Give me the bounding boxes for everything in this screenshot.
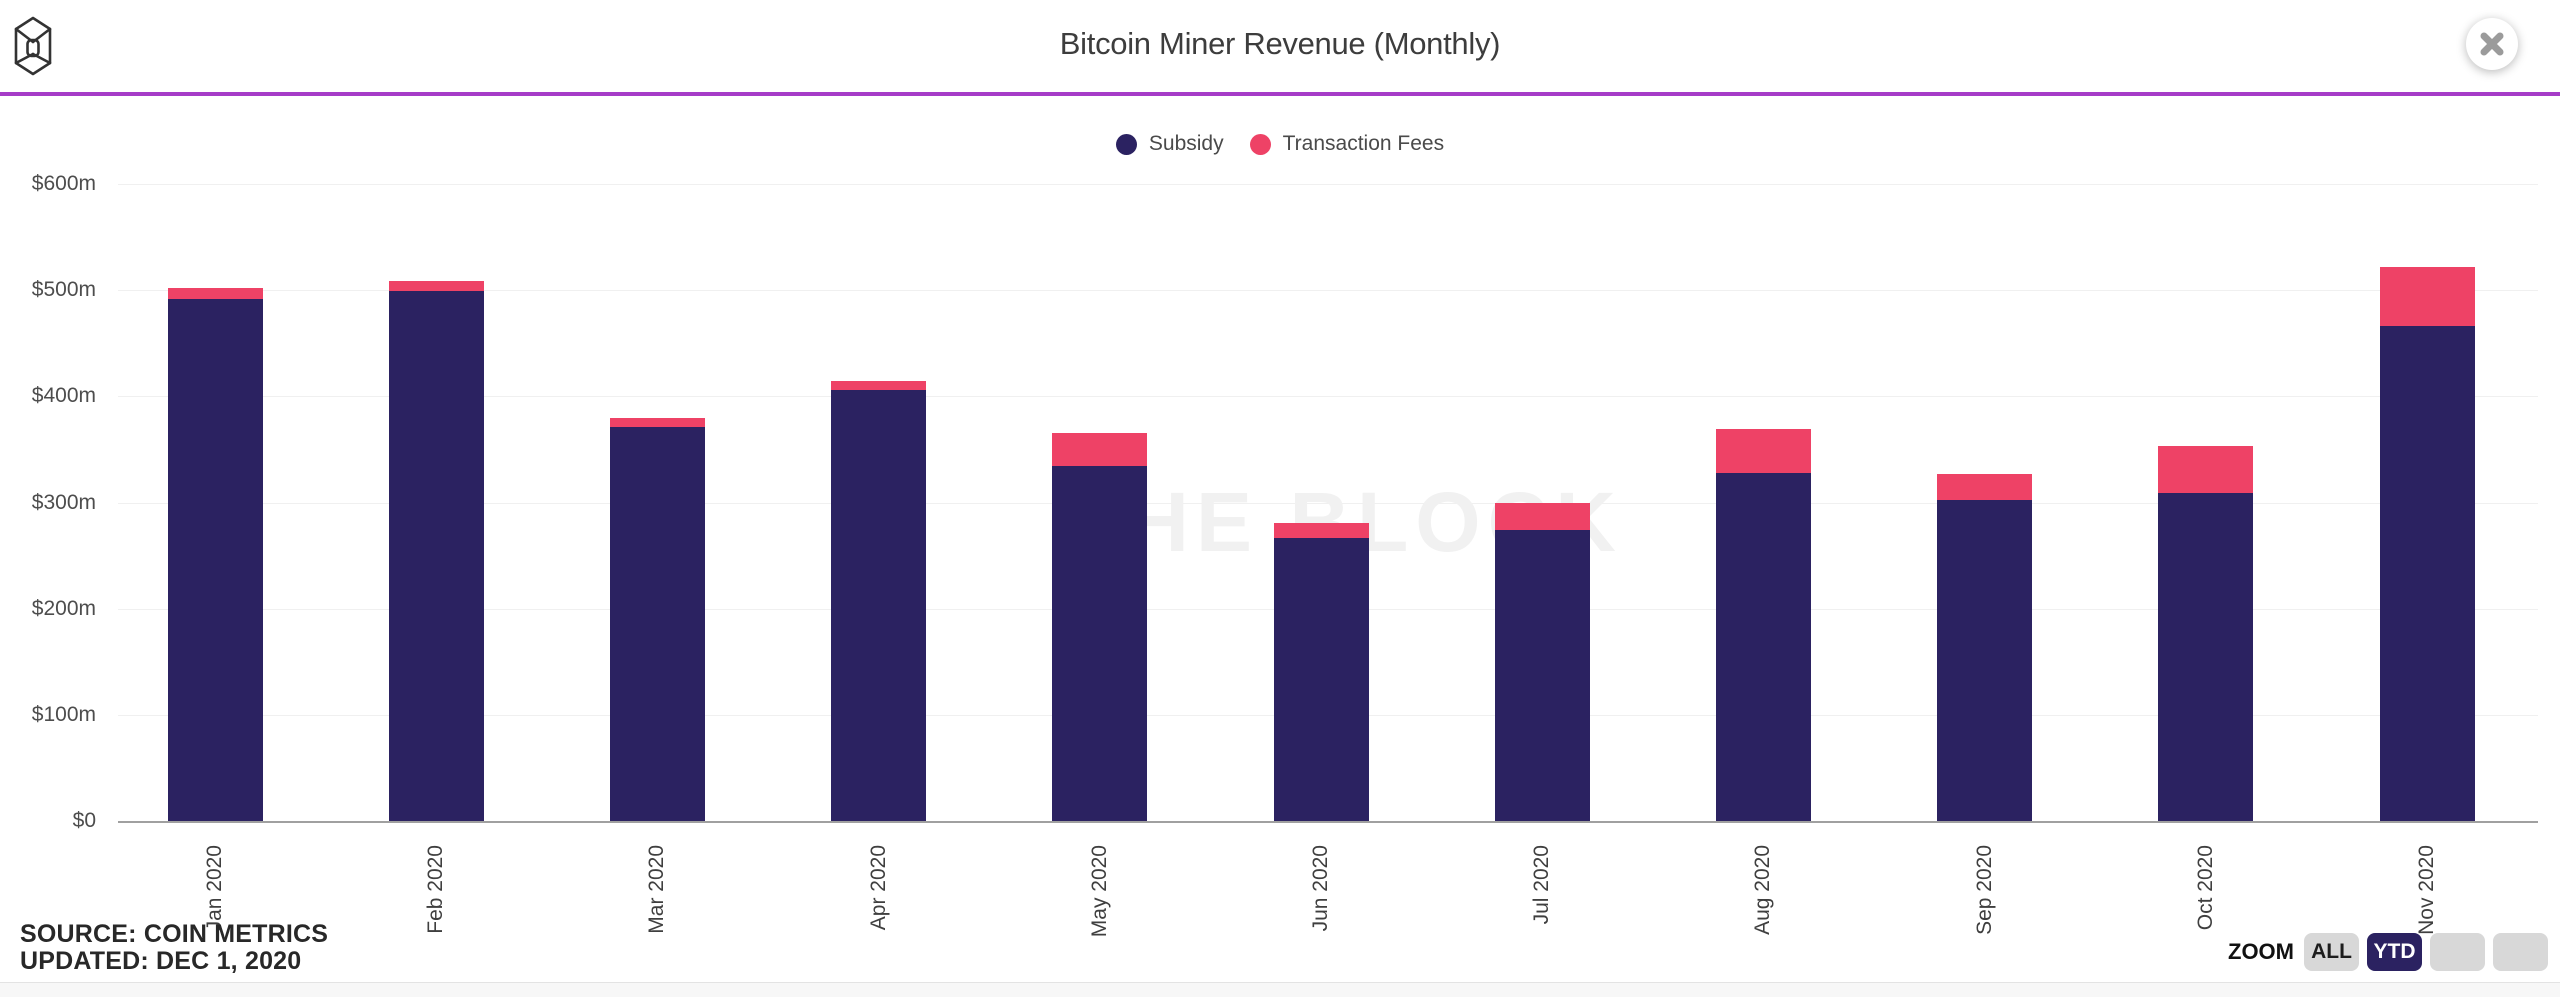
x-axis-tick-label: Jul 2020 xyxy=(1530,845,1554,925)
gridline xyxy=(118,396,2538,398)
bar-subsidy-segment[interactable] xyxy=(2158,492,2254,821)
chart-legend: Subsidy Transaction Fees xyxy=(0,132,2560,156)
page-title: Bitcoin Miner Revenue (Monthly) xyxy=(1059,26,1501,61)
bar-subsidy-segment[interactable] xyxy=(1494,530,1590,821)
bar-fees-segment[interactable] xyxy=(2379,266,2475,327)
y-axis-tick-label: $400m xyxy=(31,384,96,408)
x-axis-tick-label: May 2020 xyxy=(1087,845,1111,938)
bar-fees-segment[interactable] xyxy=(2158,446,2254,493)
bar-subsidy-segment[interactable] xyxy=(388,291,484,821)
zoom-range-button-ytd[interactable]: YTD xyxy=(2367,933,2422,971)
zoom-range-button-empty[interactable] xyxy=(2430,933,2485,971)
zoom-label: ZOOM xyxy=(2228,939,2294,964)
bar-fees-segment[interactable] xyxy=(167,288,263,299)
bar-fees-segment[interactable] xyxy=(1715,429,1811,473)
footer-strip xyxy=(0,982,2560,997)
bar-fees-segment[interactable] xyxy=(1052,433,1148,467)
zoom-controls: ZOOM ALL YTD xyxy=(2228,933,2548,971)
bar-subsidy-segment[interactable] xyxy=(1273,537,1369,821)
bar-subsidy-segment[interactable] xyxy=(1052,466,1148,821)
legend-item-label: Transaction Fees xyxy=(1282,132,1445,155)
legend-item[interactable]: Transaction Fees xyxy=(1249,132,1445,156)
bar-fees-segment[interactable] xyxy=(609,417,705,428)
x-axis-tick-label: Oct 2020 xyxy=(2193,845,2217,931)
bar-fees-segment[interactable] xyxy=(388,280,484,292)
y-axis-tick-label: $100m xyxy=(31,702,96,726)
close-icon xyxy=(2480,32,2504,56)
x-axis-tick-label: Apr 2020 xyxy=(866,845,890,931)
bar-fees-segment[interactable] xyxy=(1273,522,1369,538)
bar-fees-segment[interactable] xyxy=(1494,502,1590,531)
legend-dot-icon xyxy=(1115,133,1137,155)
header-divider xyxy=(0,92,2560,96)
the-block-logo[interactable] xyxy=(14,16,52,76)
source-text: SOURCE: COIN METRICS xyxy=(20,920,329,948)
y-axis-tick-label: $200m xyxy=(31,596,96,620)
y-axis-tick-label: $600m xyxy=(31,172,96,195)
x-axis-tick-label: Jun 2020 xyxy=(1309,845,1332,932)
zoom-range-button-all[interactable]: ALL xyxy=(2304,933,2359,971)
bar-fees-segment[interactable] xyxy=(831,381,927,390)
y-axis-tick-label: $500m xyxy=(31,278,96,302)
gridline xyxy=(118,502,2538,504)
gridline xyxy=(118,290,2538,292)
x-axis-tick-label: Aug 2020 xyxy=(1751,845,1775,935)
x-axis-tick-label: Nov 2020 xyxy=(2415,845,2438,935)
zoom-range-button-empty[interactable] xyxy=(2493,933,2548,971)
legend-dot-icon xyxy=(1249,133,1271,155)
x-axis-tick-label: Sep 2020 xyxy=(1972,845,1996,935)
legend-item-label: Subsidy xyxy=(1148,132,1224,155)
gridline xyxy=(118,184,2538,185)
x-axis-tick-label: Feb 2020 xyxy=(424,845,448,934)
updated-text: UPDATED: DEC 1, 2020 xyxy=(20,947,302,975)
y-axis-tick-label: $0 xyxy=(72,809,96,832)
bar-fees-segment[interactable] xyxy=(1937,473,2033,501)
x-axis-tick-label: Jan 2020 xyxy=(203,845,226,932)
y-axis-tick-label: $300m xyxy=(31,490,96,514)
bar-subsidy-segment[interactable] xyxy=(1715,472,1811,821)
legend-item[interactable]: Subsidy xyxy=(1115,132,1224,156)
close-button[interactable] xyxy=(2466,18,2518,70)
x-axis-line xyxy=(118,821,2538,823)
bar-subsidy-segment[interactable] xyxy=(2379,326,2475,821)
bar-subsidy-segment[interactable] xyxy=(831,389,927,821)
bar-subsidy-segment[interactable] xyxy=(167,298,263,821)
bar-subsidy-segment[interactable] xyxy=(1937,500,2033,821)
bar-subsidy-segment[interactable] xyxy=(609,427,705,821)
x-axis-tick-label: Mar 2020 xyxy=(645,845,669,934)
